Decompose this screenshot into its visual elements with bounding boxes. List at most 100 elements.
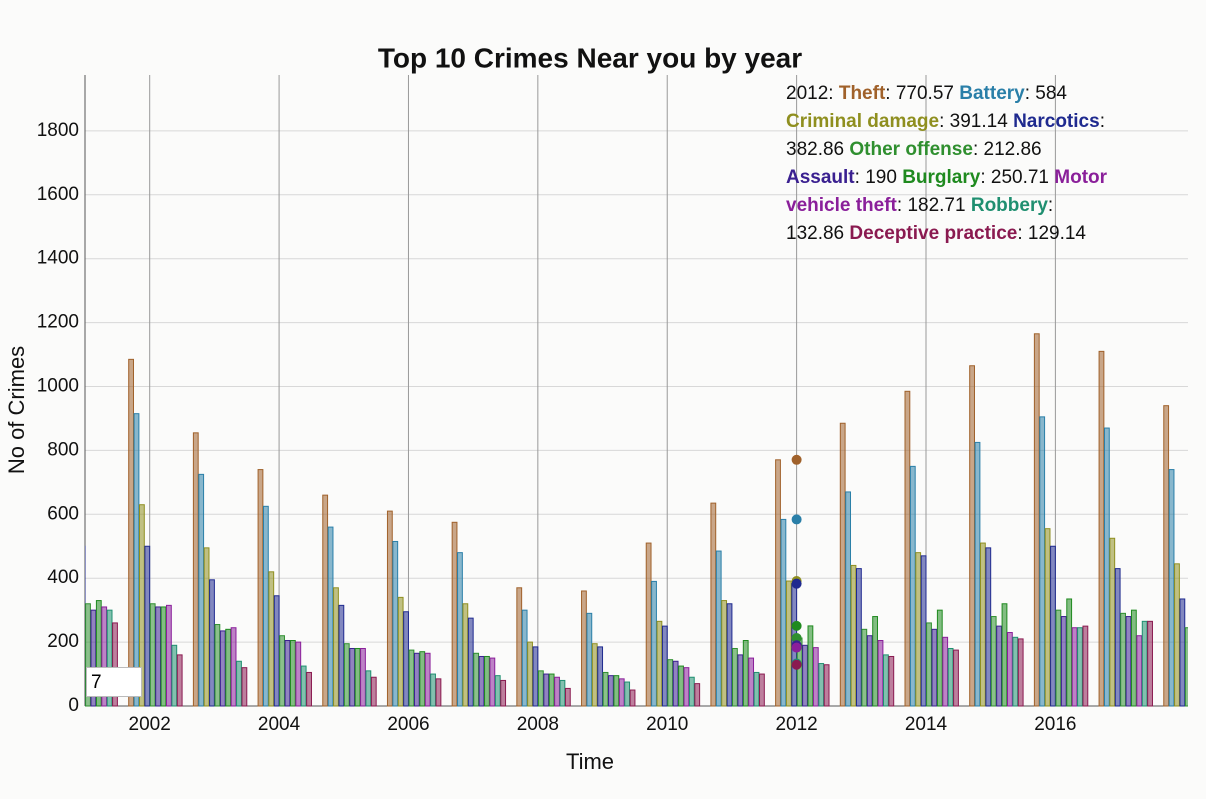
bar [785, 580, 792, 707]
tooltip: 2012 Theft 770.57 Battery 584 Criminal d… [786, 80, 1116, 248]
bar [688, 676, 695, 707]
x-tick-label: 2002 [129, 714, 171, 735]
tooltip-value: 584 [1035, 83, 1067, 104]
bar [936, 609, 943, 707]
tooltip-x: 2012 [786, 83, 834, 104]
bar [516, 587, 523, 707]
bar [1044, 528, 1051, 707]
bar [969, 365, 975, 707]
bar [926, 622, 932, 707]
bar [489, 657, 496, 707]
tooltip-value: 212.86 [983, 139, 1042, 160]
tooltip-series-name: Burglary [902, 167, 985, 188]
bar [1163, 405, 1170, 707]
hover-point [791, 642, 802, 653]
bar [1174, 563, 1180, 707]
bar [726, 603, 733, 707]
bar [742, 640, 749, 707]
bar [1141, 620, 1148, 707]
bar [591, 643, 598, 707]
tooltip-value: 770.57 [895, 83, 954, 104]
bar [284, 640, 291, 707]
bar [322, 494, 329, 707]
y-tick-label: 1800 [37, 120, 79, 141]
bar [1109, 537, 1116, 707]
bar [850, 564, 857, 707]
bar [866, 635, 873, 707]
bar [953, 649, 959, 707]
bar [128, 358, 134, 707]
bar [624, 681, 631, 707]
bar [424, 652, 431, 707]
bar [306, 671, 312, 707]
bar [996, 625, 1002, 707]
bar [672, 660, 679, 707]
bar [732, 647, 738, 707]
chart-title: Top 10 Crimes Near you by year [378, 42, 802, 73]
hover-point [791, 659, 802, 670]
bar [494, 675, 501, 707]
x-tick-label: 2006 [387, 714, 429, 735]
bar [209, 579, 215, 707]
bar [537, 670, 544, 707]
bar [300, 665, 307, 707]
bar [1130, 609, 1137, 707]
bar [349, 647, 356, 707]
bar [500, 679, 507, 707]
hover-point [791, 454, 802, 465]
bar [176, 654, 183, 707]
bar [737, 654, 744, 707]
bar [909, 465, 916, 707]
bar [1136, 635, 1143, 707]
bar [883, 654, 889, 707]
y-tick-label: 200 [47, 631, 79, 652]
tooltip-series-name: Narcotics [1013, 111, 1105, 132]
bar [1060, 616, 1067, 707]
tooltip-series-name: Battery [959, 83, 1030, 104]
bar [931, 628, 938, 707]
bar [473, 652, 480, 707]
bar [990, 616, 997, 707]
bar [548, 673, 555, 707]
bar [413, 652, 420, 707]
bar [979, 542, 986, 707]
bar [1196, 631, 1201, 706]
bar [521, 609, 528, 707]
bar [192, 432, 199, 707]
input-box[interactable]: 7 [86, 667, 142, 697]
tooltip-value: 250.71 [990, 167, 1050, 188]
bar [101, 606, 108, 707]
bar [904, 390, 911, 707]
bar [947, 647, 954, 707]
bar [268, 571, 275, 707]
bar [543, 673, 550, 707]
y-tick-label: 800 [47, 439, 79, 460]
bar [920, 555, 927, 707]
y-tick-label: 1000 [37, 376, 79, 397]
bar [775, 459, 781, 707]
bar [112, 622, 118, 707]
bar [262, 505, 269, 707]
bar [753, 671, 760, 707]
bar [338, 604, 345, 707]
bar [451, 521, 458, 707]
x-tick-label: 2012 [775, 714, 817, 735]
tooltip-value: 382.86 [786, 139, 845, 160]
bar [1006, 632, 1013, 707]
x-tick-label: 2016 [1034, 714, 1076, 735]
tooltip-value: 190 [865, 167, 897, 188]
bar [721, 600, 728, 707]
bar [564, 687, 571, 707]
bar [694, 683, 701, 707]
bar [802, 644, 808, 707]
tooltip-series-name: Other offense [849, 139, 978, 160]
tooltip-series-name: Robbery [971, 195, 1053, 216]
bar [430, 673, 436, 707]
bar [942, 636, 949, 707]
bar [273, 595, 280, 707]
bar [1168, 469, 1175, 707]
bar [608, 675, 614, 707]
y-tick-label: 600 [47, 503, 79, 524]
bar [667, 659, 674, 707]
bar [807, 625, 814, 707]
